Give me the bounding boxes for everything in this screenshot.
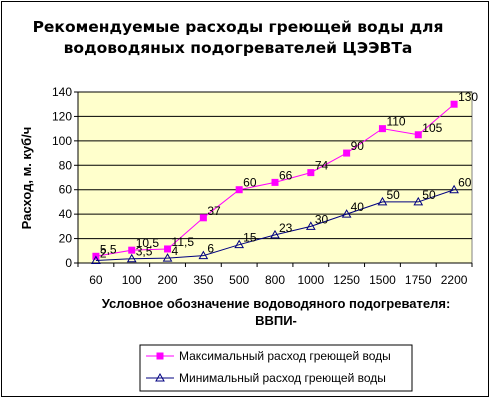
chart-title-line1: Рекомендуемые расходы греющей воды для [33, 18, 444, 36]
data-point-2 [305, 221, 316, 230]
data-point-2 [377, 196, 388, 206]
data-point-1 [450, 100, 458, 108]
legend-marker-1 [156, 352, 164, 360]
x-tick-label: 2200 [441, 273, 468, 287]
legend-box [139, 344, 413, 392]
legend-marker-2 [155, 372, 165, 382]
data-label-2: 50 [386, 188, 400, 202]
y-tick-label: 140 [52, 85, 72, 99]
chart-title-line2: водоводяных подогревателей ЦЭЭВТа [64, 39, 413, 57]
y-axis-title: Расход, м. куб/ч [19, 127, 34, 230]
x-tick-label: 200 [158, 273, 178, 287]
data-label-2: 3,5 [136, 245, 153, 259]
y-tick-label: 0 [65, 256, 72, 270]
data-point-2 [162, 253, 173, 262]
data-label-1: 5,5 [100, 242, 117, 256]
data-point-1 [378, 125, 386, 133]
series-line-2 [95, 189, 455, 262]
data-point-1 [307, 169, 315, 177]
y-tick-label: 120 [52, 109, 72, 123]
axes [77, 92, 473, 267]
data-label-1: 130 [458, 90, 478, 104]
y-tick-label: 60 [59, 183, 73, 197]
y-tick-label: 40 [59, 207, 73, 221]
legend-items: Максимальный расход греющей воды Минималь… [146, 349, 391, 385]
x-tick-label: 350 [193, 273, 213, 287]
x-tick-label: 500 [229, 273, 249, 287]
data-label-2: 4 [172, 244, 179, 258]
data-point-1 [271, 178, 279, 186]
y-tick-label: 100 [52, 134, 72, 148]
data-point-2 [234, 239, 245, 249]
data-label-1: 37 [207, 204, 221, 218]
data-point-2 [126, 253, 137, 263]
y-tick-labels: 0 20 40 60 80 100 120 140 [52, 85, 72, 270]
legend: Максимальный расход греющей воды Минималь… [139, 344, 413, 392]
x-tick-label: 100 [122, 273, 142, 287]
y-tick-label: 20 [59, 232, 73, 246]
series-group [91, 100, 459, 265]
data-point-1 [199, 214, 207, 222]
data-label-2: 60 [458, 176, 472, 190]
data-point-1 [128, 246, 136, 254]
data-point-2 [449, 184, 459, 194]
x-tick-label: 1500 [369, 273, 396, 287]
data-point-1 [235, 186, 243, 194]
x-tick-label: 60 [89, 273, 103, 287]
data-label-1: 11,5 [172, 235, 195, 249]
data-point-1 [343, 149, 351, 157]
x-tick-labels: 60 100 200 350 500 800 1000 1250 1500 1750 2200 [89, 273, 468, 287]
x-tick-label: 1750 [405, 273, 432, 287]
data-label-1: 60 [243, 176, 257, 190]
data-point-2 [198, 250, 209, 260]
legend-label-2: Минимальный расход греющей воды [179, 371, 386, 385]
data-labels: 5,5 10,5 11,5 37 60 66 74 90 110 105 130 2 3,5 4 6 15 23… [100, 90, 479, 260]
data-label-2: 50 [422, 188, 436, 202]
data-label-2: 15 [243, 231, 257, 245]
data-point-2 [341, 209, 352, 218]
data-point-1 [164, 245, 172, 253]
data-label-2: 30 [315, 212, 329, 226]
data-label-1: 10,5 [136, 236, 160, 250]
data-point-2 [270, 229, 280, 239]
data-point-1 [414, 131, 422, 139]
x-tick-label: 1250 [333, 273, 360, 287]
data-label-2: 6 [207, 242, 214, 256]
data-label-2: 40 [351, 200, 365, 214]
data-point-2 [413, 196, 424, 206]
data-label-1: 105 [422, 121, 442, 135]
x-axis-title-line2: ВВПИ- [255, 313, 297, 328]
data-label-1: 110 [386, 115, 405, 129]
data-label-1: 74 [315, 159, 329, 173]
legend-label-1: Максимальный расход греющей воды [179, 349, 391, 363]
data-point-2 [91, 255, 101, 265]
data-label-2: 23 [279, 221, 293, 235]
data-label-2: 2 [100, 247, 107, 261]
x-tick-label: 800 [265, 273, 285, 287]
data-label-1: 66 [279, 168, 293, 182]
x-tick-label: 1000 [297, 273, 324, 287]
data-label-1: 90 [351, 139, 365, 153]
y-tick-label: 80 [59, 158, 73, 172]
x-axis-title-line1: Условное обозначение водоводяного подогр… [102, 296, 451, 311]
gridlines [74, 91, 472, 264]
